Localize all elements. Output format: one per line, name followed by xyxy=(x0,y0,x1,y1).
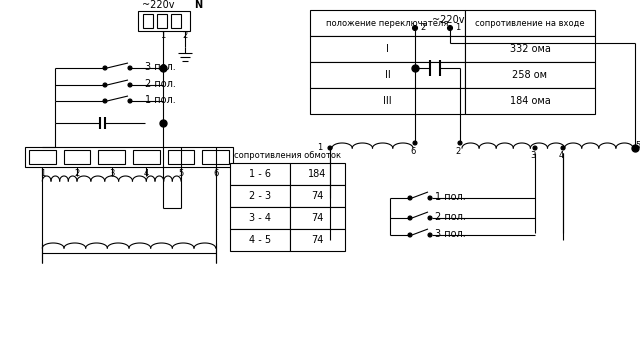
Text: 4: 4 xyxy=(558,151,564,160)
Text: II: II xyxy=(385,70,390,80)
Bar xyxy=(465,36,595,62)
Text: 2: 2 xyxy=(420,24,425,33)
Circle shape xyxy=(128,99,132,103)
Bar xyxy=(465,10,595,36)
Text: 2 - 3: 2 - 3 xyxy=(249,191,271,201)
Text: 1 пол.: 1 пол. xyxy=(145,95,176,105)
Circle shape xyxy=(458,141,462,145)
Text: 3 пол.: 3 пол. xyxy=(145,62,176,72)
Text: 1 - 6: 1 - 6 xyxy=(249,169,271,179)
Circle shape xyxy=(103,66,107,70)
Text: 2: 2 xyxy=(182,30,188,40)
Circle shape xyxy=(408,233,412,237)
Bar xyxy=(310,10,465,36)
Bar xyxy=(202,150,229,164)
Text: 2: 2 xyxy=(456,147,461,155)
Text: III: III xyxy=(383,96,392,106)
Text: 1 пол.: 1 пол. xyxy=(435,192,466,202)
Circle shape xyxy=(128,83,132,87)
Text: 74: 74 xyxy=(311,191,324,201)
Bar xyxy=(310,88,465,114)
Circle shape xyxy=(328,146,332,150)
Text: 4: 4 xyxy=(144,168,149,178)
Text: 5: 5 xyxy=(636,140,640,150)
Bar xyxy=(310,36,465,62)
Circle shape xyxy=(103,83,107,87)
Text: ~220v: ~220v xyxy=(432,15,464,25)
Text: 3 пол.: 3 пол. xyxy=(435,229,466,239)
Text: 1: 1 xyxy=(317,143,322,152)
Text: 2 пол.: 2 пол. xyxy=(435,212,466,222)
Bar xyxy=(230,207,290,229)
Circle shape xyxy=(428,233,432,237)
Circle shape xyxy=(128,66,132,70)
Bar xyxy=(99,150,125,164)
Bar xyxy=(290,207,345,229)
Text: I: I xyxy=(386,44,389,54)
Bar xyxy=(133,150,159,164)
Bar xyxy=(168,150,195,164)
Text: 74: 74 xyxy=(311,213,324,223)
Circle shape xyxy=(447,25,452,30)
Text: 3: 3 xyxy=(531,151,536,160)
Bar xyxy=(29,150,56,164)
Bar xyxy=(310,62,465,88)
Text: 1: 1 xyxy=(40,168,45,178)
Bar xyxy=(290,185,345,207)
Bar xyxy=(157,14,167,28)
Bar xyxy=(290,163,345,185)
Circle shape xyxy=(408,196,412,200)
Circle shape xyxy=(428,196,432,200)
Bar xyxy=(230,185,290,207)
Circle shape xyxy=(533,146,537,150)
Text: 1: 1 xyxy=(455,24,460,33)
Text: N: N xyxy=(194,0,202,10)
Circle shape xyxy=(413,25,417,30)
Text: ~220v: ~220v xyxy=(141,0,174,10)
Bar xyxy=(230,229,290,251)
Bar xyxy=(138,11,190,31)
Circle shape xyxy=(413,141,417,145)
Circle shape xyxy=(561,146,565,150)
Text: 6: 6 xyxy=(213,168,218,178)
Text: 332 ома: 332 ома xyxy=(509,44,550,54)
Text: 258 ом: 258 ом xyxy=(513,70,547,80)
Text: 2: 2 xyxy=(74,168,79,178)
Text: 3 - 4: 3 - 4 xyxy=(249,213,271,223)
Text: 5: 5 xyxy=(179,168,184,178)
Text: 184 ома: 184 ома xyxy=(509,96,550,106)
Text: положение переключателя: положение переключателя xyxy=(326,19,449,28)
Bar xyxy=(290,229,345,251)
Text: 184: 184 xyxy=(308,169,326,179)
Bar xyxy=(465,62,595,88)
Text: 6: 6 xyxy=(410,147,416,155)
Bar xyxy=(63,150,90,164)
Circle shape xyxy=(428,216,432,220)
Text: 3: 3 xyxy=(109,168,115,178)
Circle shape xyxy=(408,216,412,220)
Text: 4 - 5: 4 - 5 xyxy=(249,235,271,245)
Text: сопротивление на входе: сопротивление на входе xyxy=(475,19,585,28)
Bar xyxy=(171,14,181,28)
Circle shape xyxy=(103,99,107,103)
Bar xyxy=(465,88,595,114)
Bar xyxy=(230,163,290,185)
Bar xyxy=(143,14,153,28)
Circle shape xyxy=(633,146,637,150)
Text: 2 пол.: 2 пол. xyxy=(145,79,176,89)
Text: сопротивления обмоток: сопротивления обмоток xyxy=(234,151,341,159)
Text: 74: 74 xyxy=(311,235,324,245)
Text: 1: 1 xyxy=(161,30,166,40)
Bar xyxy=(25,147,233,167)
